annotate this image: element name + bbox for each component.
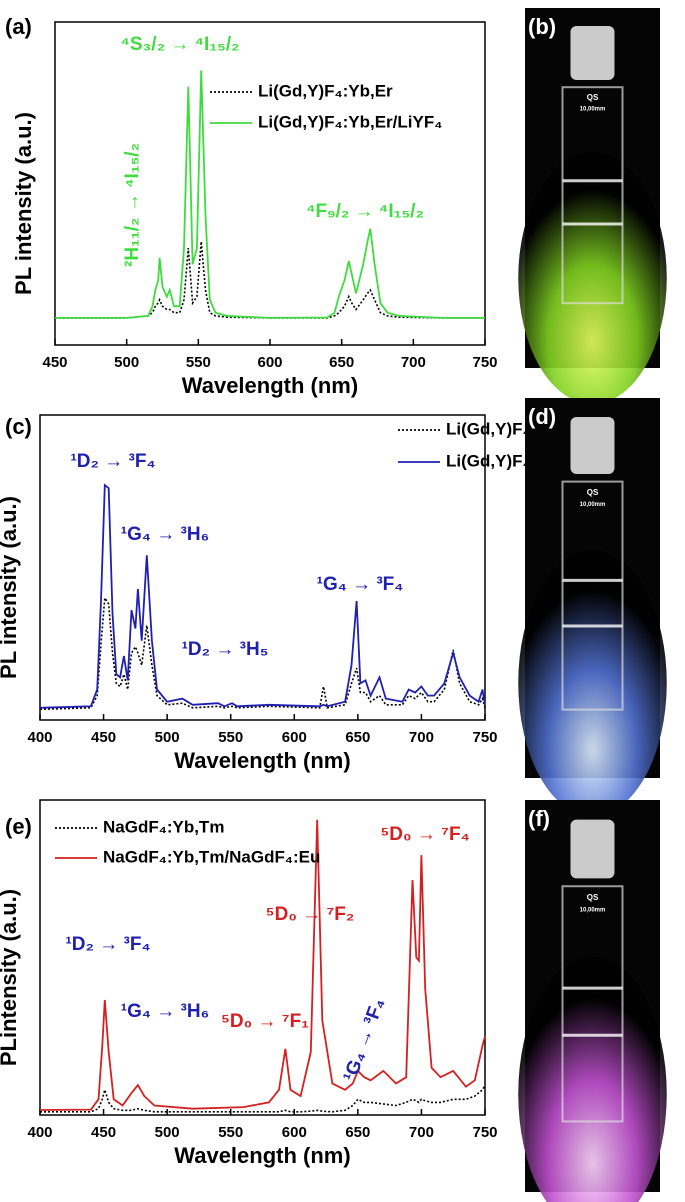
x-tick-label: 750 xyxy=(472,729,497,746)
annotation: ¹G₄ → ³H₆ xyxy=(121,524,209,545)
y-axis-label: PL intensity (a.u.) xyxy=(11,112,36,295)
x-tick-label: 700 xyxy=(409,1124,434,1141)
x-tick-label: 550 xyxy=(186,354,211,371)
glow xyxy=(518,550,667,816)
x-tick-label: 500 xyxy=(155,729,180,746)
cuvette-body xyxy=(561,885,624,1123)
x-tick-label: 550 xyxy=(218,729,243,746)
cuvette-brand: QS xyxy=(587,93,599,102)
x-tick-label: 600 xyxy=(257,354,282,371)
photo: QS 10,00mm (d) xyxy=(518,398,667,816)
plot-frame xyxy=(39,799,486,1116)
spectrum-line xyxy=(39,595,486,711)
cuvette-brand: QS xyxy=(587,893,599,902)
glow xyxy=(518,152,667,404)
photo-label: (b) xyxy=(528,14,556,39)
panel-label: (a) xyxy=(5,14,32,39)
photo-label: (d) xyxy=(528,404,556,429)
x-tick-label: 500 xyxy=(114,354,139,371)
x-tick-label: 750 xyxy=(472,354,497,371)
plot-frame xyxy=(39,414,486,721)
photo: QS 10,00mm (f) xyxy=(518,800,667,1202)
x-axis-label: Wavelength (nm) xyxy=(174,748,350,773)
spectrum-line xyxy=(39,483,486,709)
annotation: ⁵D₀ → ⁷F₂ xyxy=(266,904,355,925)
x-tick-label: 400 xyxy=(27,1124,52,1141)
cuvette-brand: QS xyxy=(587,488,599,497)
cuvette-cap xyxy=(570,417,615,474)
x-tick-label: 450 xyxy=(91,1124,116,1141)
x-tick-label: 600 xyxy=(282,729,307,746)
glow xyxy=(518,956,667,1202)
cuvette-size: 10,00mm xyxy=(580,502,606,508)
x-tick-label: 650 xyxy=(329,354,354,371)
spectrum-line xyxy=(40,1084,486,1113)
legend-label: Li(Gd,Y)F₄:Yb,Er/LiYF₄ xyxy=(258,112,442,131)
x-tick-label: 600 xyxy=(282,1124,307,1141)
legend-label: Li(Gd,Y)F₄:Yb,Er xyxy=(258,81,393,100)
annotation: ¹G₄ → ³H₆ xyxy=(121,1001,209,1022)
panel-label: (c) xyxy=(5,414,32,439)
cuvette-cap xyxy=(570,26,615,80)
cuvette-body xyxy=(561,480,624,711)
annotation: ⁴S₃/₂ → ⁴I₁₅/₂ xyxy=(120,34,239,55)
cuvette-cap xyxy=(570,819,615,879)
y-axis-label: PLintensity (a.u.) xyxy=(0,889,21,1066)
photo-label: (f) xyxy=(528,806,550,831)
x-tick-label: 700 xyxy=(409,729,434,746)
cuvette-size: 10,00mm xyxy=(580,106,606,112)
x-axis-label: Wavelength (nm) xyxy=(174,1143,350,1168)
panel-label: (e) xyxy=(5,814,32,839)
photo: QS 10,00mm (b) xyxy=(518,8,667,404)
y-axis-label: PL intensity (a.u.) xyxy=(0,496,21,679)
cuvette-body xyxy=(561,86,624,305)
x-tick-label: 450 xyxy=(42,354,67,371)
x-axis-label: Wavelength (nm) xyxy=(182,373,358,398)
x-tick-label: 450 xyxy=(91,729,116,746)
x-tick-label: 550 xyxy=(218,1124,243,1141)
spectrum-line xyxy=(39,819,486,1111)
annotation: ¹D₂ → ³F₄ xyxy=(70,451,155,472)
annotation: ⁵D₀ → ⁷F₁ xyxy=(221,1011,309,1032)
spectrum-line xyxy=(55,70,485,319)
annotation: ⁴F₉/₂ → ⁴I₁₅/₂ xyxy=(306,201,424,222)
plot-frame xyxy=(54,21,486,346)
annotation: ¹D₂ → ³H₅ xyxy=(182,639,269,660)
x-tick-label: 700 xyxy=(401,354,426,371)
cuvette-size: 10,00mm xyxy=(580,907,606,913)
spectrum-line xyxy=(55,241,485,319)
annotation: ¹G₄ → ³F₄ xyxy=(317,574,404,595)
legend-label: NaGdF₄:Yb,Tm/NaGdF₄:Eu xyxy=(103,847,320,866)
annotation: ⁵D₀ → ⁷F₄ xyxy=(380,824,469,845)
annotation: ²H₁₁/₂ → ⁴I₁₅/₂ xyxy=(122,143,143,267)
x-tick-label: 500 xyxy=(155,1124,180,1141)
x-tick-label: 650 xyxy=(345,729,370,746)
legend-label: NaGdF₄:Yb,Tm xyxy=(103,817,224,836)
annotation: ¹D₂ → ³F₄ xyxy=(65,934,150,955)
x-tick-label: 400 xyxy=(27,729,52,746)
x-tick-label: 750 xyxy=(472,1124,497,1141)
x-tick-label: 650 xyxy=(345,1124,370,1141)
